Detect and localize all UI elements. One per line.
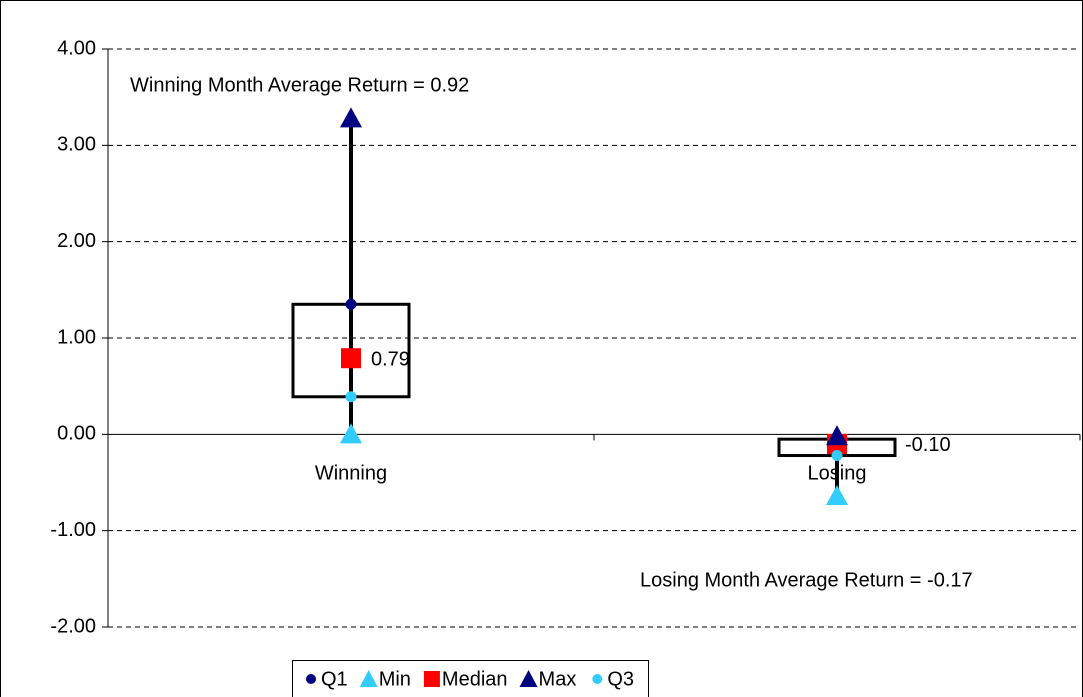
data-label: -0.10 <box>905 434 951 456</box>
y-tick-label: 3.00 <box>57 134 96 156</box>
legend-label: Q3 <box>607 668 634 690</box>
legend-label: Q1 <box>321 668 348 690</box>
data-label: 0.79 <box>371 349 410 371</box>
y-tick-label: 0.00 <box>57 423 96 445</box>
legend-label: Max <box>539 668 577 690</box>
legend-label: Median <box>442 668 508 690</box>
y-tick-label: 4.00 <box>57 37 96 59</box>
legend-marker <box>592 674 603 684</box>
legend-marker <box>519 670 538 687</box>
marker-q3 <box>831 450 843 462</box>
legend-label: Min <box>379 668 411 690</box>
x-tick-label: Winning <box>315 463 387 485</box>
marker-q3 <box>345 391 357 403</box>
marker-max <box>340 107 362 128</box>
marker-max <box>826 425 848 446</box>
legend-marker <box>423 671 440 687</box>
legend-marker <box>359 670 378 687</box>
legend-box <box>292 660 650 697</box>
legend-marker <box>306 674 316 684</box>
y-tick-label: -2.00 <box>50 615 96 637</box>
marker-min <box>340 423 362 444</box>
y-tick-label: 1.00 <box>57 326 96 348</box>
legend: Q1 Min Median Max Q3 <box>292 660 650 697</box>
x-tick-label: Losing <box>808 463 867 485</box>
annotation: Winning Month Average Return = 0.92 <box>130 74 469 96</box>
y-tick-label: 2.00 <box>57 230 96 252</box>
marker-min <box>826 484 848 505</box>
y-tick-label: -1.00 <box>50 519 96 541</box>
annotation: Losing Month Average Return = -0.17 <box>640 569 973 591</box>
marker-q1 <box>345 298 357 310</box>
marker-median <box>341 348 361 369</box>
